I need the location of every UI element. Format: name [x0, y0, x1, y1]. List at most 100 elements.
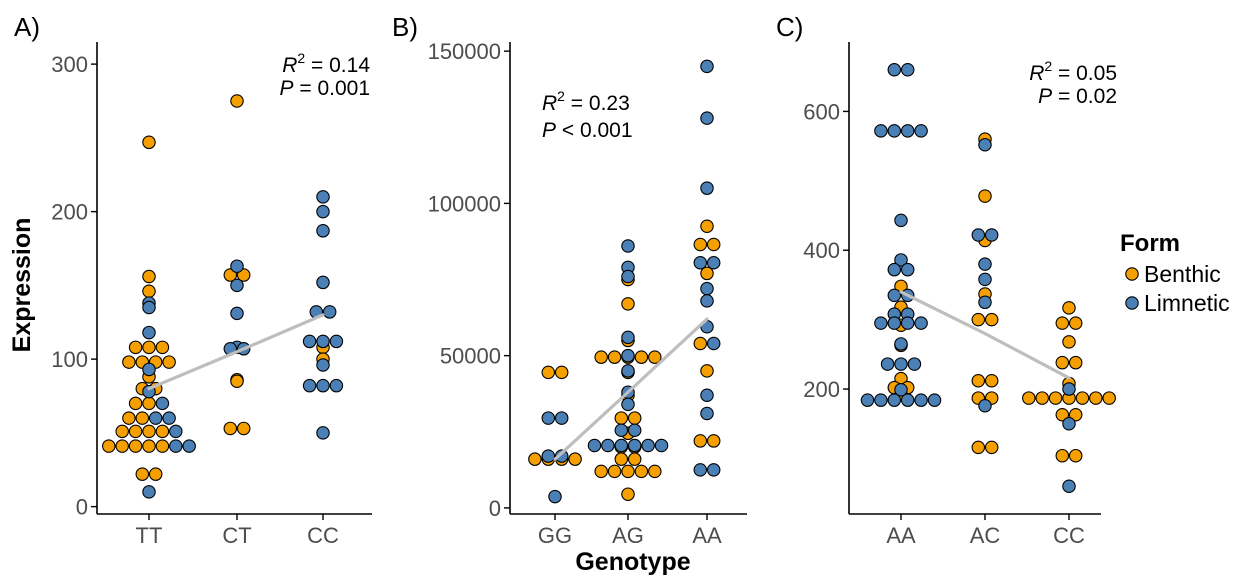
data-point-limnetic: [316, 190, 330, 204]
data-point-limnetic: [614, 423, 629, 438]
y-tick-label: 0: [76, 495, 88, 520]
data-point-limnetic: [880, 357, 895, 371]
data-point-benthic: [1068, 407, 1083, 422]
x-tick-label: CC: [1053, 523, 1085, 548]
data-point-limnetic: [700, 281, 714, 296]
data-point-limnetic: [860, 393, 875, 407]
data-point-limnetic: [302, 378, 317, 393]
trend-line: [147, 313, 325, 391]
data-point-limnetic: [182, 439, 196, 453]
y-tick-label: 0: [489, 496, 501, 521]
data-point-limnetic: [142, 325, 156, 340]
r2-annotation: R2 = 0.23: [542, 88, 630, 115]
y-tick-label: 200: [51, 200, 88, 225]
data-point-benthic: [1089, 391, 1103, 405]
data-point-benthic: [1055, 448, 1070, 463]
x-tick-label: CC: [307, 523, 339, 548]
x-tick-label: AA: [886, 523, 916, 548]
data-point-limnetic: [621, 269, 635, 284]
data-point-benthic: [128, 439, 143, 453]
data-point-limnetic: [316, 334, 330, 349]
data-point-benthic: [230, 374, 244, 388]
data-point-benthic: [223, 421, 238, 436]
data-point-limnetic: [700, 181, 714, 195]
data-point-benthic: [700, 219, 714, 233]
data-point-limnetic: [316, 204, 330, 219]
points: [528, 59, 721, 504]
data-point-benthic: [102, 439, 116, 453]
data-point-limnetic: [978, 295, 992, 310]
data-point-benthic: [607, 464, 622, 479]
data-point-limnetic: [874, 316, 888, 330]
data-point-limnetic: [900, 124, 915, 138]
panel-letter: C): [776, 12, 803, 42]
data-point-limnetic: [978, 398, 992, 413]
data-point-benthic: [1102, 391, 1116, 405]
data-point-benthic: [594, 464, 608, 479]
data-point-benthic: [528, 452, 542, 466]
data-point-benthic: [155, 340, 170, 355]
data-point-benthic: [142, 424, 156, 439]
data-point-limnetic: [887, 316, 902, 330]
x-tick-label: TT: [136, 523, 163, 548]
data-point-benthic: [1055, 407, 1070, 422]
data-point-limnetic: [887, 124, 902, 138]
x-tick-label: AC: [970, 523, 1001, 548]
data-point-limnetic: [316, 275, 330, 290]
data-point-limnetic: [874, 393, 888, 407]
data-point-benthic: [984, 312, 999, 327]
data-point-benthic: [706, 434, 721, 448]
data-point-limnetic: [900, 316, 915, 330]
data-point-benthic: [128, 424, 143, 439]
legend-swatch-benthic: [1125, 267, 1139, 281]
data-point-limnetic: [621, 397, 635, 412]
panel-1: A) 0 100 200 300 TT CT CC R2 = 0.14P = 0.001: [14, 12, 372, 548]
data-point-benthic: [1062, 301, 1076, 315]
data-point-benthic: [700, 266, 714, 281]
x-axis-title: Genotype: [575, 548, 690, 576]
data-point-limnetic: [894, 357, 908, 371]
data-point-limnetic: [230, 306, 244, 321]
trend-line: [553, 317, 709, 461]
data-point-benthic: [554, 365, 569, 380]
y-tick-label: 100: [51, 347, 88, 372]
data-point-limnetic: [316, 426, 330, 440]
data-point-benthic: [128, 340, 143, 355]
data-point-benthic: [984, 373, 999, 388]
data-point-limnetic: [169, 439, 183, 453]
data-point-limnetic: [914, 316, 928, 330]
data-point-limnetic: [541, 449, 556, 463]
data-point-benthic: [1068, 448, 1083, 463]
data-point-limnetic: [887, 288, 902, 303]
data-point-limnetic: [316, 224, 330, 238]
data-point-benthic: [1068, 316, 1083, 330]
data-point-limnetic: [706, 256, 721, 270]
p-annotation: P = 0.02: [1038, 85, 1117, 108]
legend-label: Benthic: [1144, 261, 1221, 287]
data-point-limnetic: [706, 463, 721, 477]
data-point-benthic: [594, 350, 608, 364]
data-point-benthic: [634, 350, 649, 364]
data-point-limnetic: [554, 449, 569, 463]
data-point-limnetic: [894, 383, 908, 397]
y-tick-label: 400: [803, 238, 840, 263]
data-point-limnetic: [627, 438, 642, 453]
data-point-limnetic: [874, 124, 888, 138]
x-tick-label: AA: [692, 523, 722, 548]
data-point-benthic: [135, 411, 150, 425]
p-annotation: P = 0.001: [280, 77, 371, 100]
data-point-benthic: [1068, 355, 1083, 370]
trend-line: [899, 290, 1071, 380]
panel-3: C) 200 400 600 AA AC CC R2 = 0.05P = 0.02: [776, 12, 1117, 548]
data-point-limnetic: [887, 262, 902, 277]
x-tick-label: GG: [538, 523, 572, 548]
data-point-limnetic: [887, 393, 902, 407]
data-point-limnetic: [329, 334, 344, 349]
data-point-limnetic: [142, 300, 156, 315]
data-point-limnetic: [900, 393, 915, 407]
data-point-benthic: [978, 189, 992, 203]
data-point-benthic: [700, 364, 714, 378]
r2-annotation: R2 = 0.14: [282, 50, 370, 77]
data-point-benthic: [115, 439, 129, 453]
